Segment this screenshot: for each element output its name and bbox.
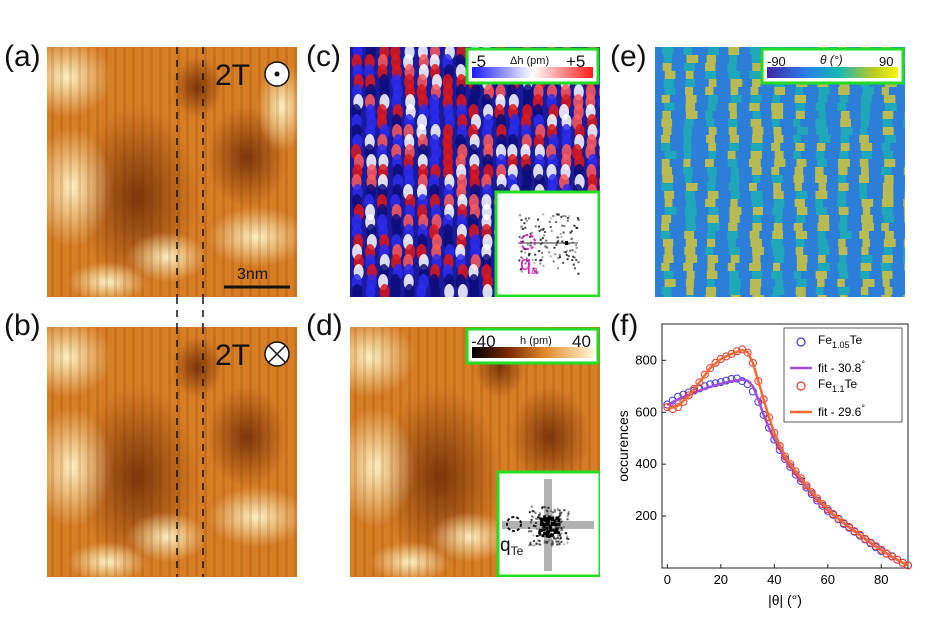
colorbar-e <box>767 67 898 78</box>
data-point <box>861 534 870 543</box>
panel-label-d: (d) <box>306 309 343 342</box>
panel-label-f: (f) <box>610 309 639 342</box>
x-axis-label: |θ| (°) <box>768 592 802 608</box>
data-point <box>871 542 880 551</box>
data-point <box>839 519 848 528</box>
data-point <box>877 545 886 554</box>
y-tick-label: 600 <box>635 404 657 419</box>
panel-label-c: (c) <box>306 40 341 73</box>
field-label-b: 2T <box>215 339 250 372</box>
theta-map: -90 θ (°) 90 <box>655 47 905 297</box>
histogram-chart: 0 20 40 60 80 200 400 600 800 |θ| (°) occurences F… <box>615 323 912 608</box>
data-point <box>684 391 693 400</box>
y-tick-label: 200 <box>635 508 657 523</box>
qa-peak-marker <box>520 234 536 250</box>
data-point <box>813 494 822 503</box>
data-point <box>695 378 704 387</box>
colorbar-c-min: -5 <box>471 52 486 71</box>
x-tick-label: 20 <box>714 572 728 587</box>
colorbar-c-max: +5 <box>566 52 585 71</box>
data-point <box>850 527 859 536</box>
panel-label-a: (a) <box>4 40 41 73</box>
topography-image-b: 2T <box>47 327 297 577</box>
data-point <box>722 352 731 361</box>
data-point <box>818 500 827 509</box>
qte-peak-marker <box>506 516 522 532</box>
data-point <box>690 384 699 393</box>
colorbar-c <box>472 67 593 78</box>
legend-entry-3: fit - 29.6° <box>818 403 865 419</box>
data-point <box>786 460 795 469</box>
data-point <box>866 538 875 547</box>
data-point <box>829 510 838 518</box>
y-tick-label: 800 <box>635 352 657 367</box>
data-point <box>834 514 843 523</box>
topography-image-a: 2T 3nm <box>47 47 297 297</box>
field-label-a: 2T <box>215 59 250 92</box>
scale-bar-label: 3nm <box>237 266 268 283</box>
panel-label-b: (b) <box>4 309 41 342</box>
data-point <box>797 474 805 483</box>
data-point <box>855 530 864 539</box>
colorbar-d <box>472 347 593 358</box>
data-point <box>823 505 832 514</box>
data-point <box>802 481 811 490</box>
legend-entry-2: Fe1.1Te <box>818 377 858 394</box>
colorbar-d-min: -40 <box>471 332 496 351</box>
legend <box>783 327 903 423</box>
delta-h-map: -5 Δh (pm) +5 qa <box>350 47 600 297</box>
data-point <box>743 348 752 357</box>
data-point <box>711 358 720 367</box>
x-tick-label: 80 <box>874 572 888 587</box>
qa-label: qa <box>520 253 538 277</box>
data-point <box>904 561 912 570</box>
legend-entry-0: Fe1.05Te <box>818 333 863 350</box>
data-point <box>845 523 854 531</box>
topography-image-d: -40 h (pm) 40 qTe <box>350 327 600 577</box>
colorbar-e-min: -90 <box>767 54 786 69</box>
legend-entry-1: fit - 30.8° <box>818 359 865 375</box>
y-tick-label: 400 <box>635 456 657 471</box>
x-tick-label: 60 <box>821 572 835 587</box>
data-point <box>700 370 709 379</box>
colorbar-c-title: Δh (pm) <box>510 55 549 67</box>
x-tick-label: 0 <box>664 572 671 587</box>
data-point <box>679 397 688 406</box>
x-tick-label: 40 <box>767 572 781 587</box>
panel-label-e: (e) <box>610 40 647 73</box>
colorbar-d-title: h (pm) <box>520 335 552 347</box>
colorbar-d-max: 40 <box>572 332 591 351</box>
data-point <box>807 488 816 497</box>
colorbar-e-title: θ (°) <box>820 53 843 67</box>
dashed-guide-gap <box>176 297 204 327</box>
data-point <box>781 452 789 461</box>
data-point <box>706 364 715 373</box>
fit-line-3 <box>666 348 909 567</box>
fft-inset-c <box>494 190 600 297</box>
data-point <box>727 375 736 383</box>
y-axis-label: occurences <box>615 410 631 482</box>
colorbar-e-max: 90 <box>879 54 893 69</box>
data-point <box>791 467 800 476</box>
qte-label: qTe <box>500 535 524 558</box>
